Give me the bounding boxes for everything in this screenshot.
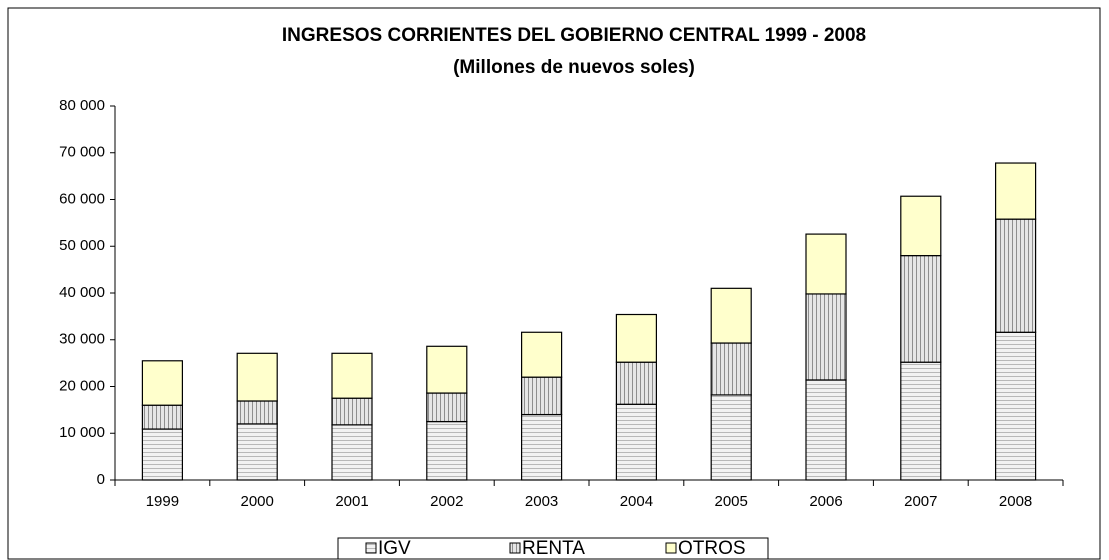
legend-label: RENTA	[522, 538, 585, 559]
bar-segment	[520, 331, 563, 378]
bar-segment	[710, 287, 752, 344]
x-tick-label: 2005	[715, 493, 748, 510]
chart-subtitle: (Millones de nuevos soles)	[453, 57, 695, 78]
x-tick-label: 2001	[335, 493, 368, 510]
bar-segment	[141, 428, 183, 481]
bar-segment	[520, 413, 563, 481]
y-tick-label: 40 000	[59, 284, 105, 301]
y-tick-label: 60 000	[59, 190, 105, 207]
bar-segment	[805, 379, 847, 481]
x-tick-label: 2004	[620, 493, 653, 510]
legend-swatch	[365, 542, 377, 554]
bar-segment	[236, 352, 278, 402]
bar-segment	[426, 420, 468, 481]
bar-segment	[141, 360, 183, 406]
bar-segment	[994, 331, 1037, 481]
x-tick-label: 2006	[809, 493, 842, 510]
y-tick-label: 70 000	[59, 144, 105, 161]
legend-label: OTROS	[678, 538, 746, 559]
x-tick-label: 2003	[525, 493, 558, 510]
bar-segment	[615, 313, 658, 363]
bar-segment	[615, 403, 658, 481]
bar-segment	[236, 423, 278, 481]
bar-segment	[710, 342, 752, 396]
bar-segment	[994, 162, 1037, 220]
bar-segment	[615, 361, 658, 405]
legend-label: IGV	[378, 538, 411, 559]
x-tick-label: 2000	[241, 493, 274, 510]
bar-segment	[900, 255, 942, 363]
y-tick-label: 50 000	[59, 237, 105, 254]
y-tick-label: 30 000	[59, 331, 105, 348]
y-tick-label: 80 000	[59, 97, 105, 114]
bar-segment	[900, 361, 942, 481]
bar-segment	[520, 376, 563, 416]
bar-segment	[331, 424, 373, 481]
bar-segment	[805, 293, 847, 381]
bar-segment	[710, 394, 752, 481]
legend-box	[337, 537, 769, 560]
x-tick-label: 1999	[146, 493, 179, 510]
bar-segment	[331, 352, 373, 399]
bar-segment	[994, 218, 1037, 333]
bar-segment	[426, 392, 468, 423]
bar-segment	[141, 404, 183, 430]
y-tick-label: 20 000	[59, 377, 105, 394]
bar-segment	[900, 195, 942, 257]
chart-title: INGRESOS CORRIENTES DEL GOBIERNO CENTRAL…	[282, 25, 866, 46]
legend-swatch	[665, 542, 677, 554]
legend-swatch	[509, 542, 521, 554]
bar-segment	[236, 400, 278, 425]
y-tick-label: 0	[97, 471, 105, 488]
x-tick-label: 2002	[430, 493, 463, 510]
y-tick-label: 10 000	[59, 424, 105, 441]
bar-segment	[805, 233, 847, 295]
x-tick-label: 2007	[904, 493, 937, 510]
bar-segment	[331, 397, 373, 426]
bar-segment	[426, 345, 468, 394]
x-tick-label: 2008	[999, 493, 1032, 510]
